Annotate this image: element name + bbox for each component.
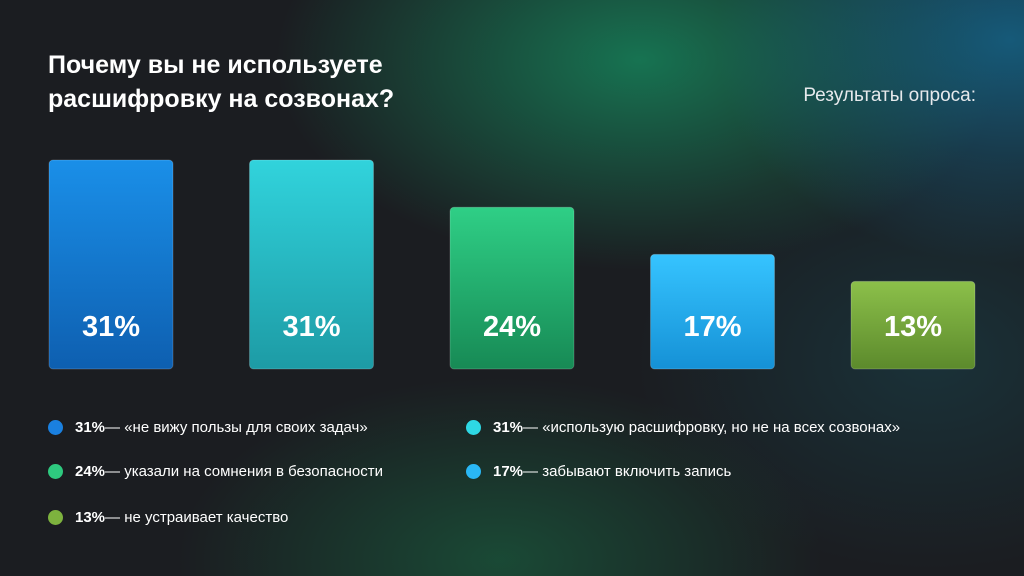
legend-item-5: 13% — не устраивает качество	[48, 509, 288, 526]
legend-value-5: 13%	[75, 509, 106, 526]
legend-item-1: 31% — «не вижу пользы для своих задач»	[48, 419, 368, 436]
legend-value-3: 24%	[75, 463, 106, 480]
bar-3	[449, 206, 575, 370]
legend-item-4: 17% — забывают включить запись	[466, 463, 731, 480]
legend-item-2: 31% — «использую расшифровку, но не на в…	[466, 419, 900, 436]
bar-5	[850, 280, 976, 370]
bar-2	[249, 159, 374, 370]
legend-text-4: — забывают включить запись	[523, 463, 732, 480]
bar-value-label-4: 17%	[683, 311, 741, 343]
bar-value-label-1: 31%	[82, 311, 140, 343]
legend-dot-1	[48, 420, 63, 435]
bar-value-label-5: 13%	[884, 311, 942, 343]
legend-text-3: — указали на сомнения в безопасности	[105, 463, 383, 480]
legend-dot-4	[466, 464, 481, 479]
bar-1	[48, 159, 174, 370]
legend-text-5: — не устраивает качество	[105, 509, 289, 526]
legend-dot-2	[466, 420, 481, 435]
legend-value-2: 31%	[493, 419, 524, 436]
bar-value-label-2: 31%	[282, 311, 340, 343]
legend-dot-3	[48, 464, 63, 479]
legend-text-1: — «не вижу пользы для своих задач»	[105, 419, 368, 436]
legend-item-3: 24% — указали на сомнения в безопасности	[48, 463, 383, 480]
legend-value-1: 31%	[75, 419, 106, 436]
legend-value-4: 17%	[493, 463, 524, 480]
legend-dot-5	[48, 510, 63, 525]
legend-text-2: — «использую расшифровку, но не на всех …	[523, 419, 901, 436]
survey-results-label: Результаты опроса:	[803, 85, 976, 106]
bar-value-label-3: 24%	[483, 311, 541, 343]
chart-title: Почему вы не используете расшифровку на …	[48, 51, 395, 113]
bar-4	[650, 253, 775, 370]
